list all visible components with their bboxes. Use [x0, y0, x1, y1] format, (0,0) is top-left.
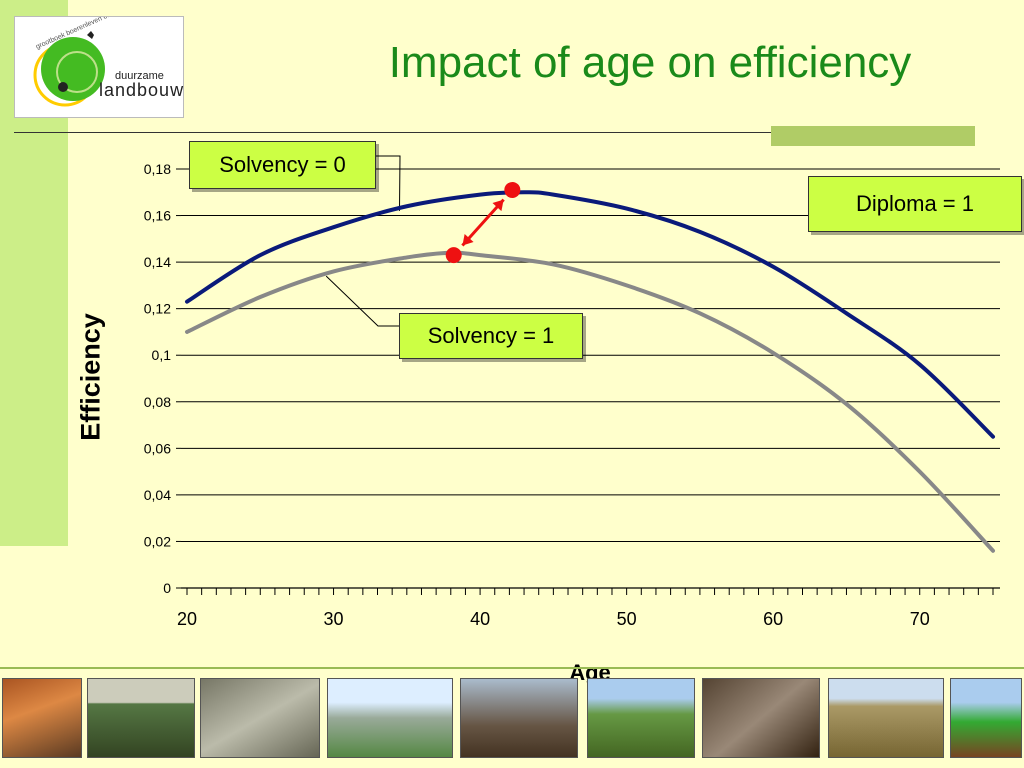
- y-tick-label: 0,12: [144, 301, 171, 317]
- y-tick-label: 0,02: [144, 533, 171, 549]
- x-tick-label: 30: [324, 609, 344, 629]
- page-title: Impact of age on efficiency: [388, 38, 912, 87]
- x-tick-label: 20: [177, 609, 197, 629]
- y-tick-label: 0: [163, 580, 171, 596]
- logo-word-landbouw: landbouw: [99, 80, 184, 100]
- x-tick-label: 60: [763, 609, 783, 629]
- leader-line-solvency-0: [376, 155, 401, 211]
- callout-solvency-1: Solvency = 1: [399, 313, 583, 359]
- series-line-solvency-1: [185, 250, 995, 553]
- difference-arrow: [461, 198, 505, 247]
- orchard-photo: [587, 678, 695, 758]
- y-tick-label: 0,08: [144, 394, 171, 410]
- logo: grootboek boerenleven onderzoek duurzame…: [14, 16, 184, 118]
- y-tick-label: 0,14: [144, 254, 171, 270]
- logo-emblem-icon: [87, 31, 94, 39]
- logo-ring-light: [56, 51, 98, 93]
- field-photo: [87, 678, 195, 758]
- marker-point-solvency-1: [445, 247, 462, 264]
- crop-field-photo: [828, 678, 944, 758]
- greenhouse-photo: [327, 678, 453, 758]
- arrow-head-down: [462, 234, 474, 246]
- pigs-photo: [200, 678, 320, 758]
- x-tick-label: 70: [910, 609, 930, 629]
- logo-circle-green: [41, 37, 105, 101]
- marker-point-solvency-0: [504, 181, 521, 198]
- barn-photo: [460, 678, 578, 758]
- chicken-photo: [2, 678, 82, 758]
- series-line-solvency-0: [185, 190, 995, 439]
- arrow-head-up: [492, 199, 504, 212]
- photo-strip-divider: [0, 667, 1024, 669]
- photo-strip: [0, 674, 1024, 762]
- y-tick-label: 0,04: [144, 487, 171, 503]
- y-tick-label: 0,1: [152, 347, 172, 363]
- callout-solvency-0: Solvency = 0: [189, 141, 376, 189]
- logo-word-duurzame: duurzame: [115, 70, 164, 82]
- x-tick-label: 40: [470, 609, 490, 629]
- x-tick-label: 50: [617, 609, 637, 629]
- logo-dot: [58, 82, 68, 92]
- y-tick-label: 0,16: [144, 208, 171, 224]
- callout-diploma: Diploma = 1: [808, 176, 1022, 232]
- logo-graphic: grootboek boerenleven onderzoek duurzame…: [33, 17, 184, 107]
- title-divider-line: [14, 132, 774, 133]
- y-axis-title: Efficiency: [75, 313, 106, 441]
- machinery-photo: [702, 678, 820, 758]
- title-divider-bar: [771, 126, 975, 146]
- tractor-photo: [950, 678, 1022, 758]
- y-tick-label: 0,06: [144, 440, 171, 456]
- y-tick-label: 0,18: [144, 161, 171, 177]
- efficiency-chart: 0 0,02 0,04 0,06 0,08 0,1 0,12 0,14 0,16 0,18 20 30…: [144, 155, 1000, 629]
- leader-line-solvency-1: [325, 275, 399, 327]
